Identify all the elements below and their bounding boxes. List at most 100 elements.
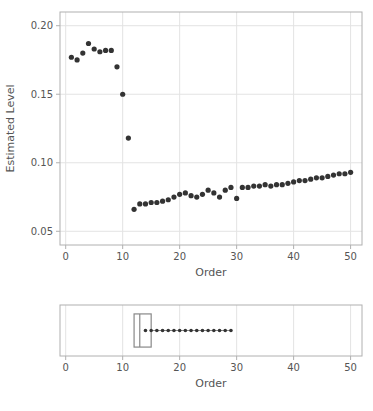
- scatter-point: [245, 185, 250, 190]
- scatter-point: [308, 177, 313, 182]
- x-grid-line: [122, 12, 123, 245]
- x-tick-label: 0: [63, 251, 69, 262]
- x-grid-line: [65, 305, 66, 356]
- x-grid-line: [293, 12, 294, 245]
- scatter-point: [137, 201, 142, 206]
- x-tick: [293, 356, 294, 360]
- y-tick: [56, 162, 60, 163]
- scatter-point: [228, 185, 233, 190]
- plot-frame: [60, 12, 362, 245]
- x-tick: [122, 245, 123, 249]
- x-grid-line: [350, 12, 351, 245]
- box-point: [144, 329, 148, 333]
- scatter-point: [217, 194, 222, 199]
- scatter-point: [291, 179, 296, 184]
- box-point: [172, 329, 176, 333]
- scatter-point: [143, 201, 148, 206]
- x-tick-label: 0: [63, 362, 69, 373]
- x-grid-line: [293, 305, 294, 356]
- x-grid-line: [179, 12, 180, 245]
- y-grid-line: [60, 231, 362, 232]
- scatter-point: [331, 173, 336, 178]
- scatter-point: [131, 207, 136, 212]
- x-tick: [179, 356, 180, 360]
- x-tick: [236, 245, 237, 249]
- x-tick-label: 30: [230, 362, 243, 373]
- scatter-point: [74, 57, 79, 62]
- x-tick-label: 10: [116, 362, 129, 373]
- box-point: [229, 329, 233, 333]
- grid: [66, 305, 351, 356]
- box-median: [139, 314, 140, 347]
- x-tick: [293, 245, 294, 249]
- scatter-point: [240, 185, 245, 190]
- box-point: [149, 329, 153, 333]
- x-grid-line: [65, 12, 66, 245]
- marks: [69, 41, 353, 212]
- scatter-point: [320, 175, 325, 180]
- plot-frame: [60, 305, 362, 356]
- x-tick: [236, 356, 237, 360]
- y-grid-line: [60, 25, 362, 26]
- scatter-point: [200, 192, 205, 197]
- y-axis-label: Estimated Level: [4, 84, 17, 172]
- scatter-point: [97, 49, 102, 54]
- scatter-point: [342, 171, 347, 176]
- x-tick-label: 20: [173, 251, 186, 262]
- y-tick-label: 0.15: [31, 89, 53, 100]
- y-tick-label: 0.20: [31, 20, 53, 31]
- scatter-point: [154, 200, 159, 205]
- scatter-point: [223, 188, 228, 193]
- panel-scatter: 0 10 20 30 40 50 0.05 0.10 0.15 0.20 Order Estimate…: [4, 12, 362, 279]
- scatter-point: [251, 183, 256, 188]
- y-grid-line: [60, 162, 362, 163]
- box-point: [195, 329, 199, 333]
- x-tick-label: 30: [230, 251, 243, 262]
- scatter-point: [337, 171, 342, 176]
- x-tick-label: 10: [116, 251, 129, 262]
- x-tick-label: 50: [344, 251, 357, 262]
- box-point: [155, 329, 159, 333]
- x-tick-label: 40: [287, 251, 300, 262]
- scatter-point: [92, 46, 97, 51]
- panel-box: 01020304050Order: [60, 305, 362, 390]
- x-grid-line: [350, 305, 351, 356]
- scatter-point: [126, 135, 131, 140]
- scatter-point: [234, 196, 239, 201]
- scatter-point: [263, 182, 268, 187]
- scatter-point: [69, 55, 74, 60]
- y-tick: [56, 94, 60, 95]
- scatter-point: [302, 178, 307, 183]
- x-grid-line: [236, 305, 237, 356]
- y-tick: [56, 25, 60, 26]
- y-grid-line: [60, 94, 362, 95]
- y-tick: [56, 231, 60, 232]
- x-tick: [65, 245, 66, 249]
- box-point: [184, 329, 188, 333]
- y-tick-label: 0.05: [31, 226, 53, 237]
- x-grid-line: [236, 12, 237, 245]
- x-tick: [65, 356, 66, 360]
- x-tick: [350, 245, 351, 249]
- y-tick-label: 0.10: [31, 157, 53, 168]
- scatter-point: [188, 193, 193, 198]
- scatter-point: [109, 48, 114, 53]
- box-point: [212, 329, 216, 333]
- scatter-point: [103, 48, 108, 53]
- scatter-point: [183, 190, 188, 195]
- scatter-point: [211, 190, 216, 195]
- scatter-point: [268, 183, 273, 188]
- x-tick: [179, 245, 180, 249]
- scatter-point: [171, 194, 176, 199]
- x-tick-label: 50: [344, 362, 357, 373]
- x-tick: [350, 356, 351, 360]
- scatter-point: [177, 192, 182, 197]
- scatter-point: [325, 174, 330, 179]
- chart-root: 0 10 20 30 40 50 0.05 0.10 0.15 0.20 Order Estimate…: [0, 0, 373, 411]
- box-point: [206, 329, 210, 333]
- scatter-point: [274, 182, 279, 187]
- box-point: [201, 329, 205, 333]
- x-axis-label: Order: [195, 266, 227, 279]
- scatter-point: [80, 51, 85, 56]
- scatter-point: [280, 182, 285, 187]
